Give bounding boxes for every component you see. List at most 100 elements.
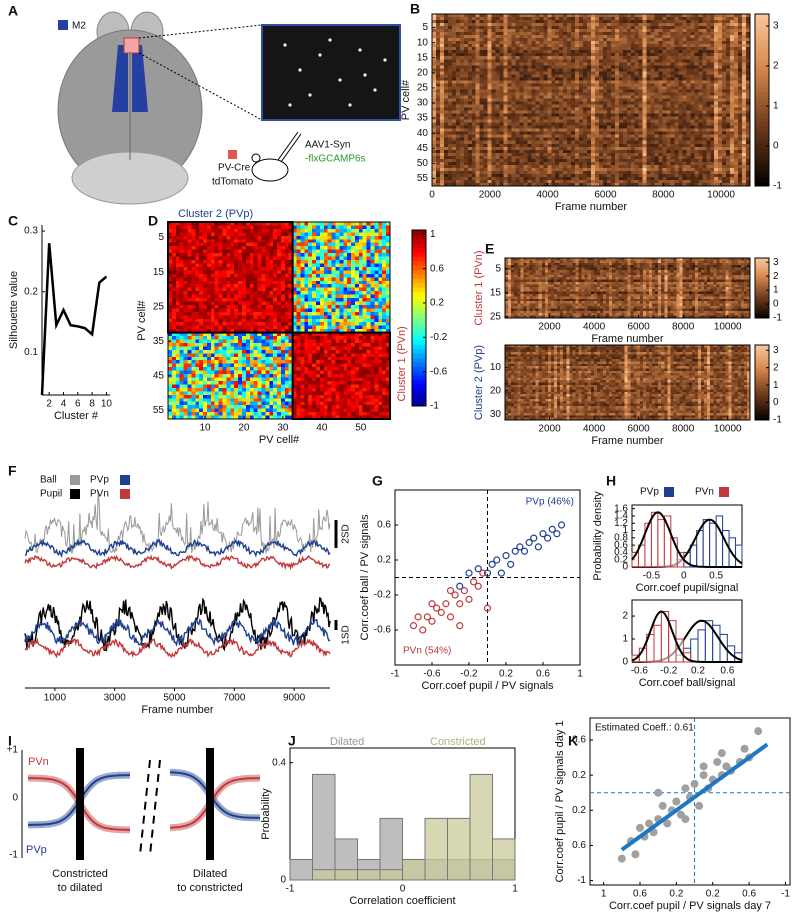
heatmap-cell bbox=[670, 128, 675, 133]
heatmap-cell bbox=[475, 104, 481, 108]
heatmap-cell bbox=[702, 146, 707, 151]
heatmap-cell bbox=[630, 20, 636, 24]
heatmap-cell bbox=[722, 23, 727, 27]
heatmap-cell bbox=[439, 92, 445, 96]
matrix-cell bbox=[378, 222, 383, 226]
heatmap-cell bbox=[535, 17, 540, 21]
heatmap-cell bbox=[527, 65, 532, 69]
heatmap-cell bbox=[730, 38, 735, 42]
heatmap-cell bbox=[519, 71, 524, 75]
heatmap-cell bbox=[734, 140, 739, 145]
heatmap-cell bbox=[722, 146, 727, 151]
heatmap-cell bbox=[614, 20, 620, 24]
heatmap-cell bbox=[694, 74, 699, 78]
heatmap-cell bbox=[706, 71, 711, 75]
heatmap-cell bbox=[515, 167, 520, 172]
heatmap-cell bbox=[443, 38, 449, 42]
heatmap-cell bbox=[527, 50, 532, 54]
heatmap-cell bbox=[467, 143, 473, 148]
matrix-cell bbox=[261, 239, 266, 244]
heatmap-cell bbox=[646, 35, 652, 39]
heatmap-cell bbox=[726, 107, 731, 111]
matrix-cell bbox=[327, 228, 332, 233]
heatmap-cell bbox=[614, 140, 620, 145]
heatmap-cell bbox=[626, 176, 632, 181]
heatmap-cell bbox=[547, 50, 552, 54]
heatmap-cell bbox=[610, 26, 616, 30]
heatmap-cell bbox=[706, 176, 711, 181]
heatmap-cell bbox=[630, 95, 636, 99]
heatmap-cell bbox=[583, 143, 588, 148]
heatmap-cell bbox=[491, 89, 496, 93]
heatmap-cell bbox=[706, 155, 711, 160]
heatmap-cell bbox=[734, 155, 739, 160]
heatmap-cell bbox=[734, 125, 739, 130]
heatmap-cell bbox=[726, 110, 731, 114]
heatmap-cell bbox=[539, 98, 544, 102]
heatmap-cell bbox=[698, 146, 703, 151]
heatmap-cell bbox=[670, 56, 675, 60]
heatmap-cell bbox=[614, 101, 620, 105]
heatmap-cell bbox=[666, 23, 671, 27]
heatmap-cell bbox=[634, 89, 640, 93]
heatmap-cell bbox=[579, 161, 584, 166]
heatmap-cell bbox=[646, 158, 652, 163]
heatmap-cell bbox=[706, 38, 711, 42]
heatmap-cell bbox=[642, 131, 648, 136]
heatmap-cell bbox=[678, 32, 683, 36]
heatmap-cell bbox=[579, 143, 584, 148]
heatmap-cell bbox=[515, 119, 520, 124]
colorbar-segment bbox=[755, 61, 769, 67]
heatmap-cell bbox=[479, 20, 485, 24]
heatmap-cell bbox=[634, 95, 640, 99]
heatmap-cell bbox=[475, 17, 481, 21]
heatmap-cell bbox=[543, 173, 548, 178]
heatmap-cell bbox=[638, 23, 644, 27]
heatmap-cell bbox=[527, 170, 532, 175]
heatmap-cell bbox=[547, 128, 552, 133]
matrix-cell bbox=[292, 222, 297, 226]
heatmap-cell bbox=[527, 116, 532, 121]
heatmap-cell bbox=[674, 56, 679, 60]
heatmap-cell bbox=[547, 74, 552, 78]
heatmap-cell bbox=[439, 41, 445, 45]
heatmap-cell bbox=[587, 17, 592, 21]
heatmap-cell bbox=[662, 77, 667, 81]
heatmap-cell bbox=[499, 89, 504, 93]
heatmap-cell bbox=[634, 173, 640, 178]
heatmap-cell bbox=[702, 35, 707, 39]
heatmap-cell bbox=[507, 152, 512, 157]
heatmap-cell bbox=[575, 65, 580, 69]
heatmap-cell bbox=[507, 83, 512, 87]
heatmap-cell bbox=[491, 98, 496, 102]
heatmap-cell bbox=[475, 38, 481, 42]
heatmap-cell bbox=[579, 14, 584, 18]
heatmap-cell bbox=[527, 77, 532, 81]
heatmap-cell bbox=[678, 164, 683, 169]
heatmap-cell bbox=[551, 71, 556, 75]
heatmap-cell bbox=[455, 38, 461, 42]
heatmap-cell bbox=[630, 143, 636, 148]
heatmap-cell bbox=[531, 110, 536, 114]
heatmap-cell bbox=[563, 131, 568, 136]
heatmap-cell bbox=[499, 107, 504, 111]
heatmap-cell bbox=[515, 134, 520, 139]
heatmap-cell bbox=[547, 122, 552, 127]
heatmap-cell bbox=[463, 140, 469, 145]
heatmap-cell bbox=[610, 179, 616, 184]
heatmap-cell bbox=[479, 164, 485, 169]
heatmap-cell bbox=[702, 176, 707, 181]
heatmap-cell bbox=[662, 101, 667, 105]
heatmap-cell bbox=[686, 14, 691, 18]
heatmap-cell bbox=[447, 131, 453, 136]
heatmap-cell bbox=[690, 92, 695, 96]
matrix-cell bbox=[245, 228, 251, 233]
heatmap-cell bbox=[698, 167, 703, 172]
heatmap-cell bbox=[579, 59, 584, 63]
heatmap-cell bbox=[686, 89, 691, 93]
heatmap-cell bbox=[674, 170, 679, 175]
heatmap-cell bbox=[451, 26, 457, 30]
heatmap-cell bbox=[567, 71, 572, 75]
heatmap-cell bbox=[706, 98, 711, 102]
heatmap-cell bbox=[583, 113, 588, 117]
